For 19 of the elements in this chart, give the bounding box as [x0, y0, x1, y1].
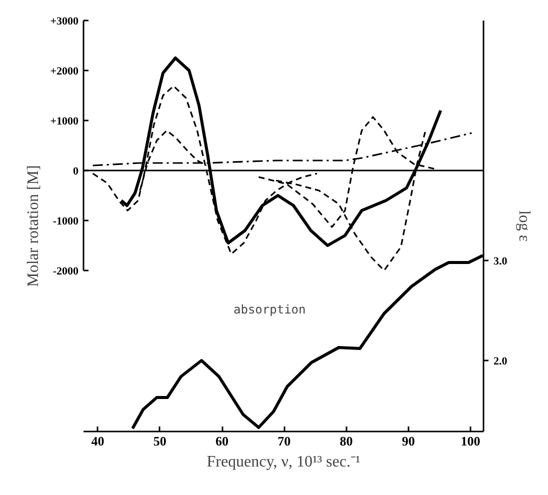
y-tick-label: +2000: [50, 66, 79, 78]
x-tick-label: 40: [91, 434, 104, 448]
x-tick-label: 90: [402, 434, 415, 448]
x-tick-label: 60: [216, 434, 229, 448]
y-tick-label: +3000: [50, 16, 79, 28]
y2-tick-label: 2.0: [494, 356, 508, 368]
y-tick-label: -2000: [52, 266, 79, 278]
x-tick-label: 50: [153, 434, 166, 448]
y2-tick-label: 3.0: [494, 256, 508, 268]
y-tick-label: 0: [73, 166, 79, 178]
y-tick-label: -1000: [52, 216, 79, 228]
x-tick-label: 70: [278, 434, 291, 448]
x-tick-label: 80: [340, 434, 353, 448]
y-tick-label: +1000: [50, 116, 79, 128]
annotation: absorption: [234, 302, 306, 316]
y-axis-title: Molar rotation [M]: [25, 165, 42, 287]
x-tick-label: 100: [460, 434, 480, 448]
x-axis-title: Frequency, ν, 10¹³ sec.⁻¹: [206, 454, 360, 470]
y2-axis-title: log ε: [515, 210, 532, 242]
